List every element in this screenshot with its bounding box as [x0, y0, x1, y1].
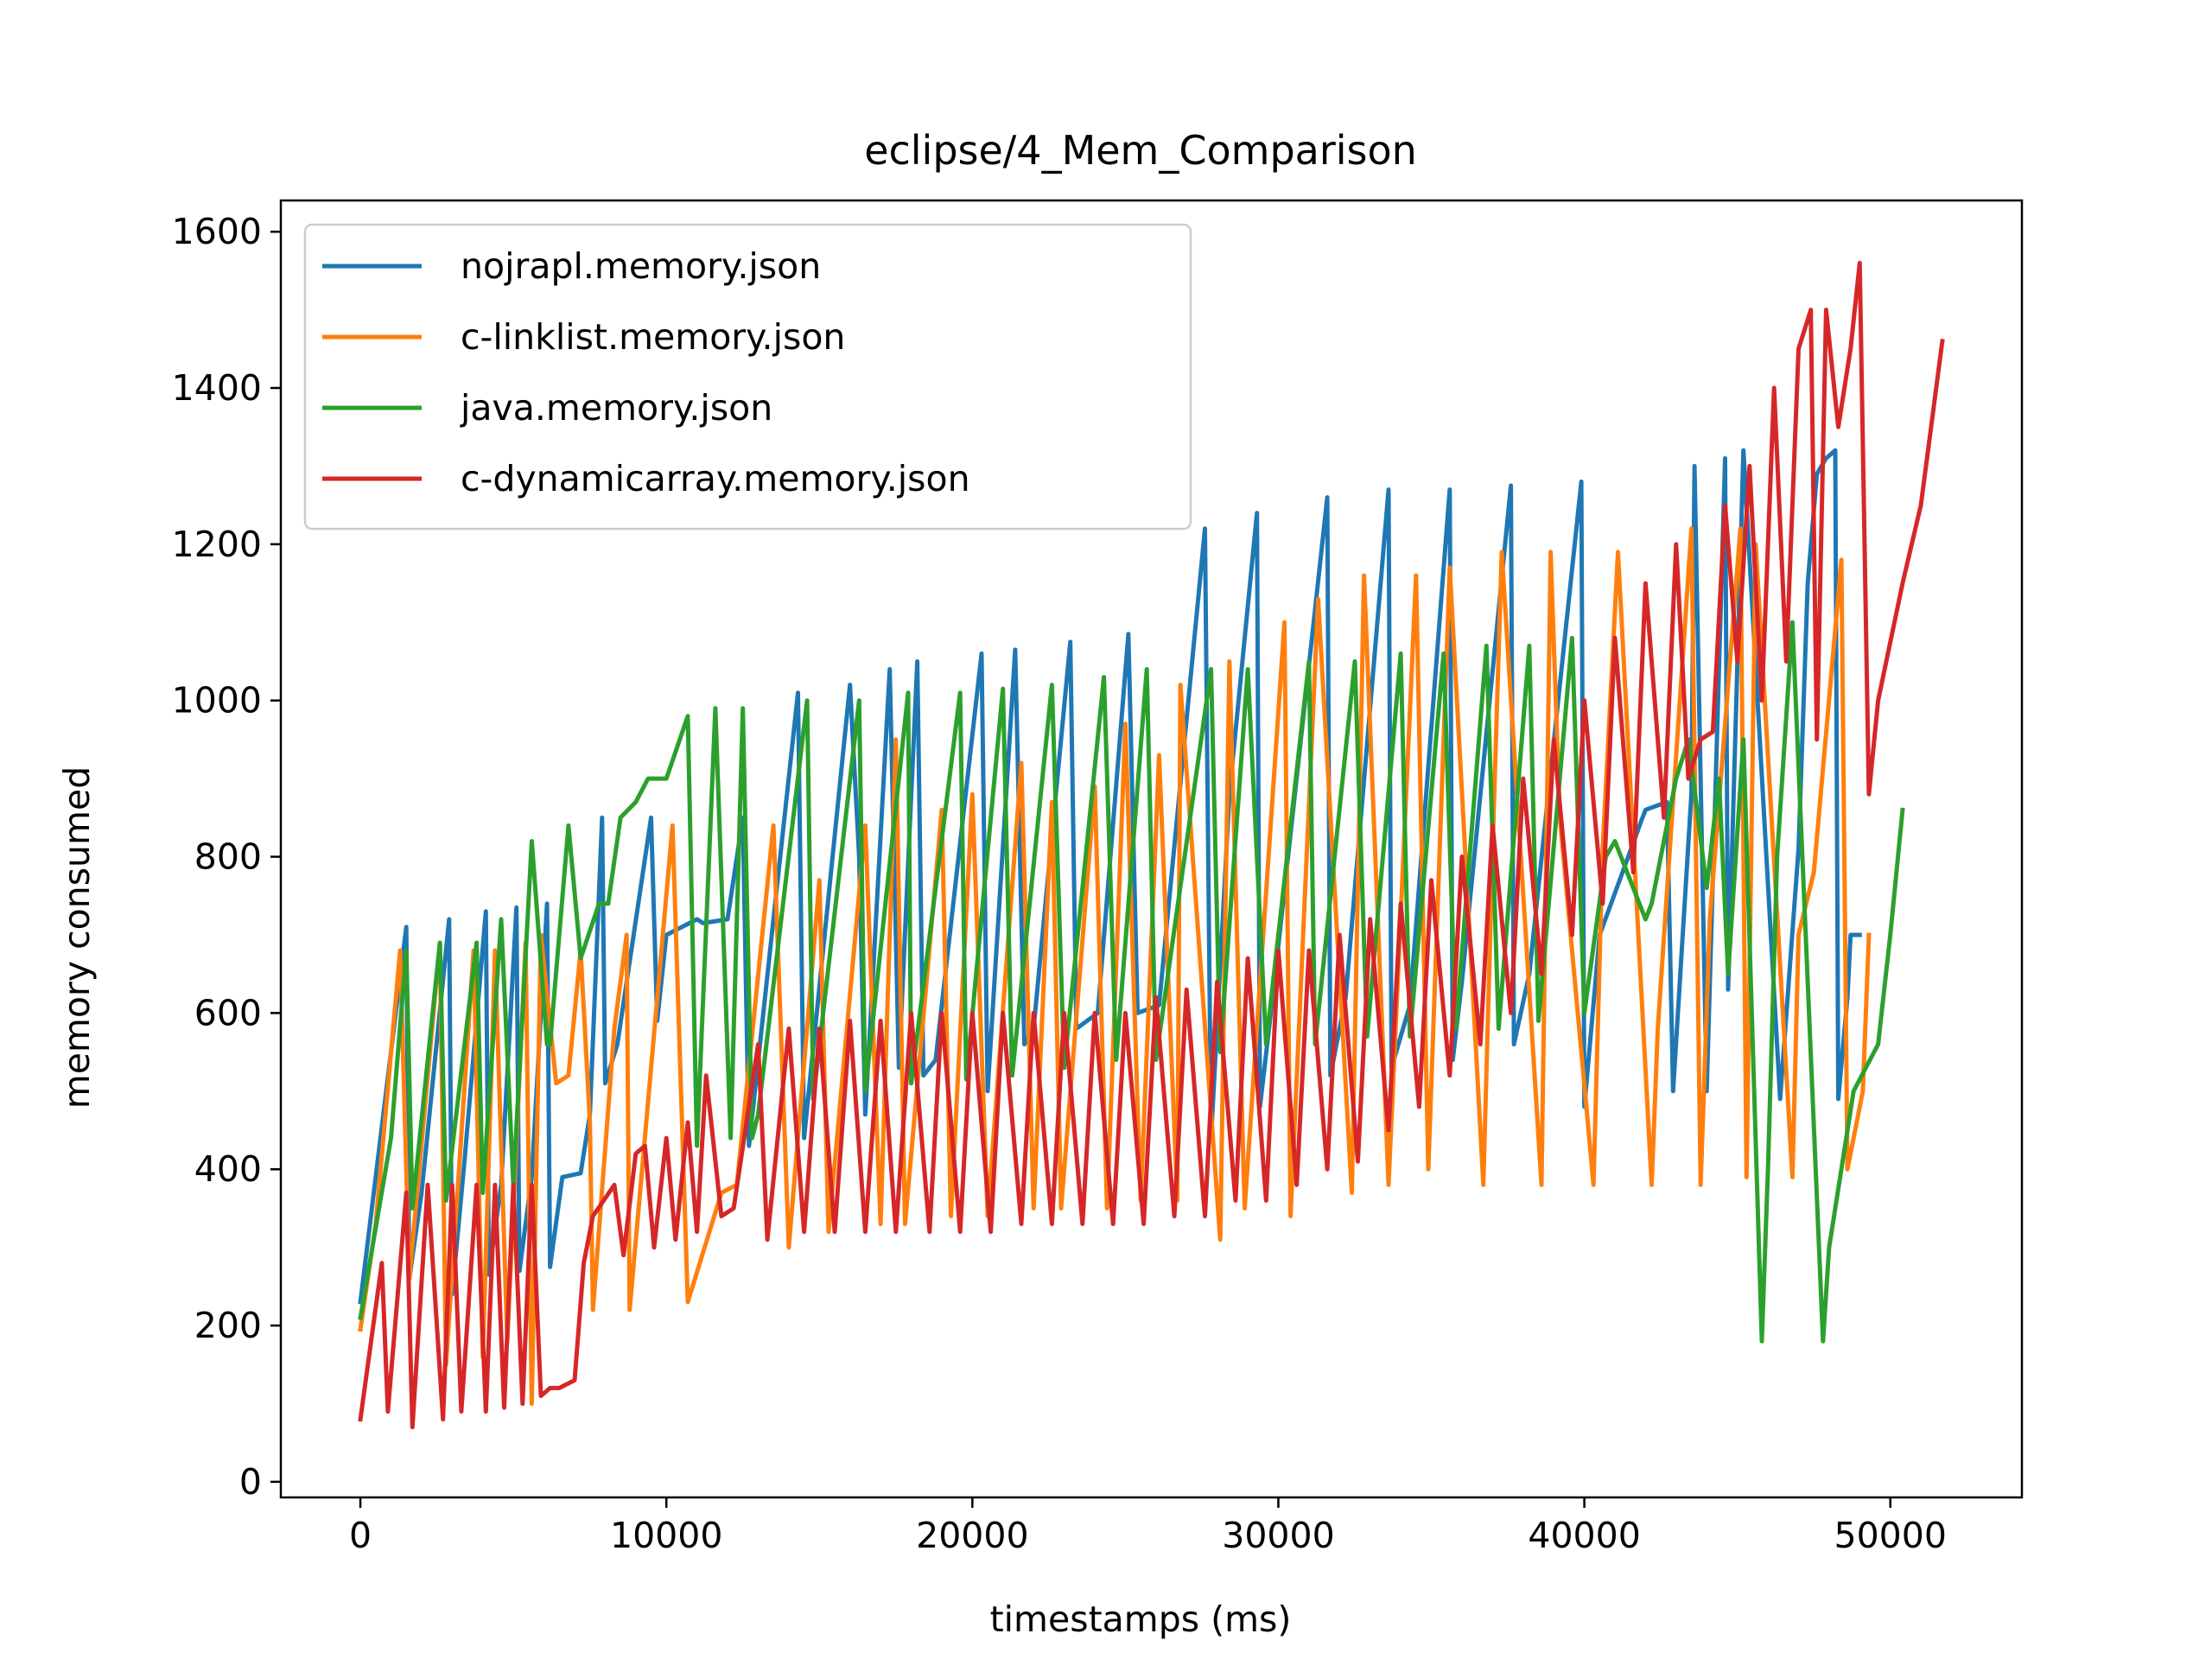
series-line-1: [358, 526, 1872, 1406]
series-line-3: [358, 260, 1945, 1430]
legend-label-2: java.memory.json: [460, 387, 772, 429]
x-tick-label-3: 30000: [1222, 1515, 1334, 1556]
y-tick-label-0: 0: [239, 1461, 262, 1503]
y-tick-label-7: 1400: [172, 367, 262, 409]
plot-frame: [279, 199, 2024, 1499]
series-line-2: [358, 620, 1905, 1344]
x-tick-label-2: 20000: [916, 1515, 1028, 1556]
y-axis: 0 200 400 600 800 1000 1200 1400 1600: [172, 211, 281, 1503]
legend: nojrapl.memory.json c-linklist.memory.jso…: [303, 223, 1192, 531]
x-tick-label-4: 40000: [1528, 1515, 1640, 1556]
legend-box: [303, 223, 1192, 531]
y-tick-label-3: 600: [194, 992, 262, 1033]
plot-area: [279, 199, 2024, 1499]
series-group: [358, 260, 1945, 1430]
y-tick-label-2: 400: [194, 1148, 262, 1190]
y-tick-label-4: 800: [194, 836, 262, 878]
legend-label-1: c-linklist.memory.json: [461, 316, 845, 358]
x-tick-label-5: 50000: [1834, 1515, 1947, 1556]
x-axis-label: timestamps (ms): [990, 1599, 1292, 1640]
x-tick-label-1: 10000: [610, 1515, 722, 1556]
y-tick-label-1: 200: [194, 1305, 262, 1346]
y-tick-label-6: 1200: [172, 524, 262, 565]
x-tick-label-0: 0: [349, 1515, 372, 1556]
y-axis-label: memory consumed: [56, 766, 98, 1109]
chart-title: eclipse/4_Mem_Comparison: [864, 127, 1417, 174]
x-axis: 0 10000 20000 30000 40000 50000: [349, 1497, 1947, 1556]
y-tick-label-5: 1000: [172, 680, 262, 721]
legend-label-0: nojrapl.memory.json: [461, 245, 821, 287]
y-tick-label-8: 1600: [172, 211, 262, 252]
legend-label-3: c-dynamicarray.memory.json: [461, 458, 970, 499]
